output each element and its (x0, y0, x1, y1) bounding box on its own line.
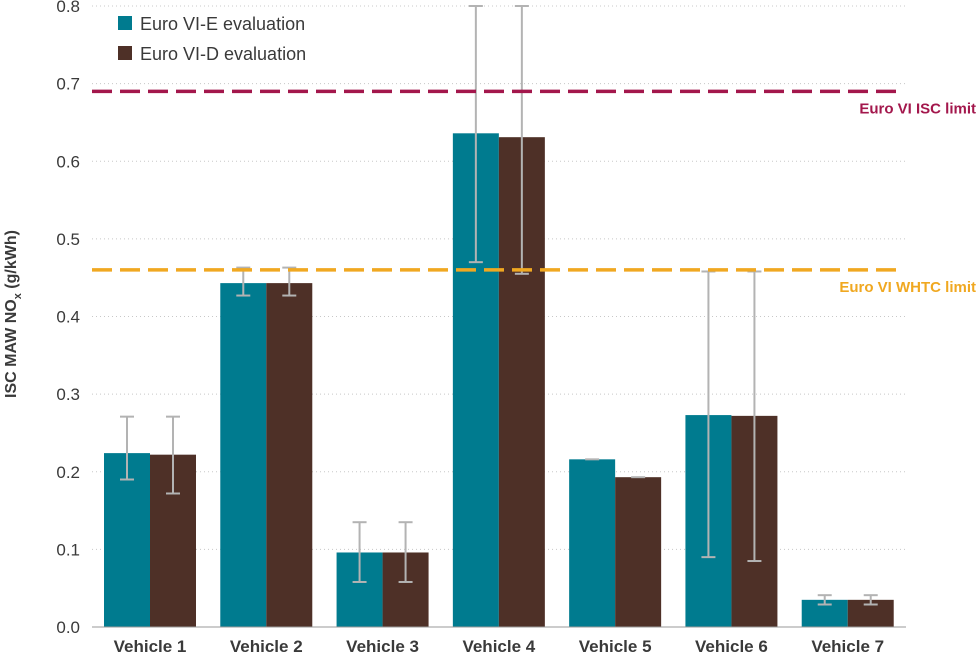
bar-vehicle-5-euro-vi-e-evaluation (569, 459, 616, 627)
bar-vehicle-2-euro-vi-d-evaluation (266, 283, 313, 627)
error-bar-vehicle-7-euro-vi-d-evaluation (863, 594, 878, 606)
legend-label-euro-vi-d: Euro VI-D evaluation (140, 44, 306, 64)
bars (104, 133, 894, 627)
x-tick-label-vehicle-4: Vehicle 4 (462, 637, 535, 656)
bar-vehicle-2-euro-vi-e-evaluation (220, 283, 267, 627)
error-bar-vehicle-2-euro-vi-e-evaluation (236, 266, 251, 297)
error-bar-vehicle-1-euro-vi-e-evaluation (120, 415, 134, 481)
y-tick-label: 0.3 (56, 385, 80, 404)
y-axis-ticks: 0.0 0.1 0.2 0.3 0.4 0.5 0.6 0.7 0.8 (56, 0, 80, 637)
y-axis-title-main: ISC MAW NO (3, 299, 20, 398)
error-bar-vehicle-7-euro-vi-e-evaluation (817, 594, 832, 606)
x-tick-label-vehicle-2: Vehicle 2 (230, 637, 303, 656)
y-tick-label: 0.8 (56, 0, 80, 16)
x-tick-label-vehicle-5: Vehicle 5 (579, 637, 652, 656)
error-bar-vehicle-2-euro-vi-d-evaluation (282, 266, 297, 297)
bar-vehicle-1-euro-vi-e-evaluation (104, 453, 150, 627)
bar-vehicle-5-euro-vi-d-evaluation (615, 477, 662, 627)
reference-label-euro-vi-isc-limit: Euro VI ISC limit (859, 100, 976, 117)
y-axis-title: ISC MAW NOx (g/kWh) (3, 230, 24, 398)
error-bar-vehicle-3-euro-vi-d-evaluation (398, 521, 413, 583)
error-bar-vehicle-4-euro-vi-e-evaluation (468, 5, 483, 264)
x-tick-label-vehicle-1: Vehicle 1 (114, 637, 187, 656)
y-axis-title-unit: (g/kWh) (3, 230, 20, 289)
legend-swatch-euro-vi-d (118, 46, 132, 60)
reference-lines: Euro VI ISC limit Euro VI WHTC limit (92, 89, 976, 296)
y-tick-label: 0.0 (56, 618, 80, 637)
x-tick-label-vehicle-6: Vehicle 6 (695, 637, 768, 656)
x-tick-label-vehicle-3: Vehicle 3 (346, 637, 419, 656)
error-bar-vehicle-1-euro-vi-d-evaluation (166, 415, 180, 495)
error-bar-vehicle-3-euro-vi-e-evaluation (352, 521, 367, 583)
reference-label-euro-vi-whtc-limit: Euro VI WHTC limit (839, 279, 976, 296)
legend-swatch-euro-vi-e (118, 16, 132, 30)
y-tick-label: 0.4 (56, 308, 80, 327)
error-bar-vehicle-4-euro-vi-d-evaluation (514, 5, 529, 275)
y-tick-label: 0.7 (56, 75, 80, 94)
x-axis-labels: Vehicle 1 Vehicle 2 Vehicle 3 Vehicle 4 Vehi… (114, 637, 884, 656)
y-tick-label: 0.5 (56, 230, 80, 249)
x-tick-label-vehicle-7: Vehicle 7 (811, 637, 884, 656)
legend: Euro VI-E evaluation Euro VI-D evaluatio… (118, 14, 306, 64)
y-tick-label: 0.1 (56, 540, 80, 559)
legend-label-euro-vi-e: Euro VI-E evaluation (140, 14, 305, 34)
y-axis-title-subscript: x (12, 292, 24, 299)
y-tick-label: 0.6 (56, 152, 80, 171)
y-tick-label: 0.2 (56, 463, 80, 482)
